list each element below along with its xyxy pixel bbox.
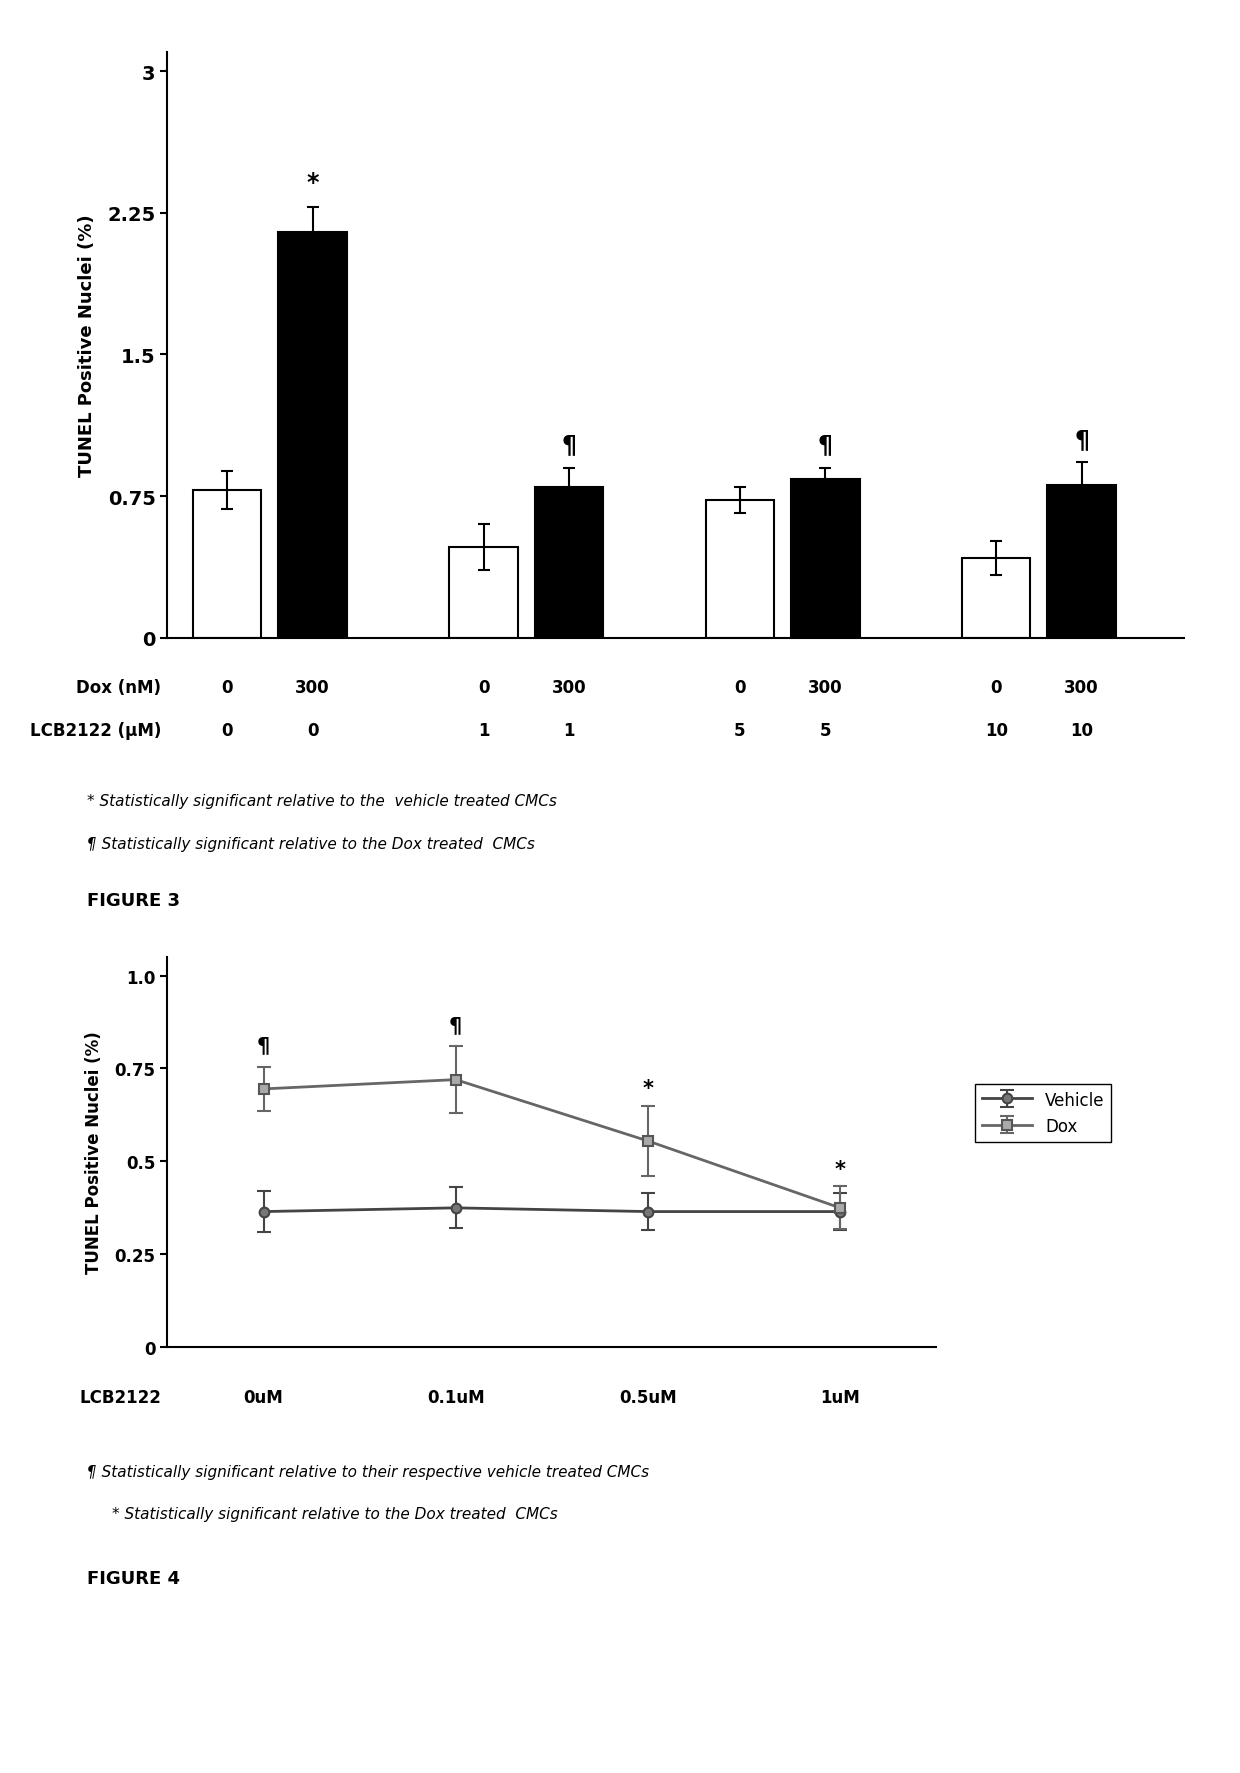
Text: 0: 0 bbox=[991, 679, 1002, 697]
Text: 10: 10 bbox=[985, 722, 1008, 739]
Text: 300: 300 bbox=[1064, 679, 1099, 697]
Text: ¶: ¶ bbox=[449, 1016, 463, 1035]
Text: 0: 0 bbox=[308, 722, 319, 739]
Bar bbox=[706, 500, 774, 638]
Text: 1: 1 bbox=[477, 722, 490, 739]
Text: ¶: ¶ bbox=[817, 433, 833, 457]
Text: ¶ Statistically significant relative to the Dox treated  CMCs: ¶ Statistically significant relative to … bbox=[87, 837, 534, 851]
Text: 0uM: 0uM bbox=[243, 1388, 284, 1406]
Text: 0: 0 bbox=[222, 679, 233, 697]
Text: Dox (nM): Dox (nM) bbox=[76, 679, 161, 697]
Text: 10: 10 bbox=[1070, 722, 1094, 739]
Bar bbox=[791, 480, 859, 638]
Text: 300: 300 bbox=[552, 679, 587, 697]
Bar bbox=[534, 488, 603, 638]
Bar bbox=[449, 548, 518, 638]
Text: ¶: ¶ bbox=[257, 1035, 270, 1057]
Legend: Vehicle, Dox: Vehicle, Dox bbox=[976, 1085, 1111, 1142]
Bar bbox=[962, 558, 1030, 638]
Text: * Statistically significant relative to the Dox treated  CMCs: * Statistically significant relative to … bbox=[112, 1507, 557, 1521]
Text: LCB2122 (μM): LCB2122 (μM) bbox=[30, 722, 161, 739]
Text: *: * bbox=[306, 170, 319, 195]
Text: 0: 0 bbox=[734, 679, 745, 697]
Text: 0.1uM: 0.1uM bbox=[427, 1388, 485, 1406]
Bar bbox=[193, 491, 262, 638]
Text: ¶ Statistically significant relative to their respective vehicle treated CMCs: ¶ Statistically significant relative to … bbox=[87, 1464, 649, 1479]
Text: 0.5uM: 0.5uM bbox=[619, 1388, 677, 1406]
Text: 1uM: 1uM bbox=[820, 1388, 861, 1406]
Text: 5: 5 bbox=[734, 722, 745, 739]
Text: 300: 300 bbox=[808, 679, 843, 697]
Text: FIGURE 3: FIGURE 3 bbox=[87, 892, 180, 910]
Text: 0: 0 bbox=[222, 722, 233, 739]
Text: 0: 0 bbox=[477, 679, 490, 697]
Text: FIGURE 4: FIGURE 4 bbox=[87, 1569, 180, 1587]
Text: 1: 1 bbox=[563, 722, 575, 739]
Y-axis label: TUNEL Positive Nuclei (%): TUNEL Positive Nuclei (%) bbox=[78, 215, 97, 477]
Text: ¶: ¶ bbox=[1074, 427, 1089, 452]
Text: 300: 300 bbox=[295, 679, 330, 697]
Bar bbox=[279, 232, 347, 638]
Text: LCB2122: LCB2122 bbox=[79, 1388, 161, 1406]
Bar bbox=[1048, 486, 1116, 638]
Text: 5: 5 bbox=[820, 722, 831, 739]
Text: ¶: ¶ bbox=[562, 433, 577, 457]
Text: *: * bbox=[835, 1160, 846, 1179]
Text: *: * bbox=[642, 1078, 653, 1099]
Y-axis label: TUNEL Positive Nuclei (%): TUNEL Positive Nuclei (%) bbox=[86, 1032, 103, 1273]
Text: * Statistically significant relative to the  vehicle treated CMCs: * Statistically significant relative to … bbox=[87, 794, 557, 808]
